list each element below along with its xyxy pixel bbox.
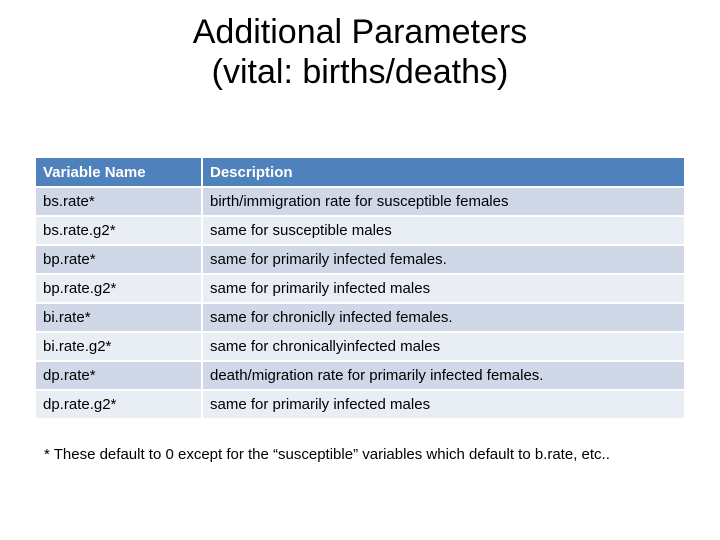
description-cell: birth/immigration rate for susceptible f… [202, 186, 684, 216]
description-cell: same for chronicallyinfected males [202, 331, 684, 361]
variable-name-cell: bi.rate* [36, 302, 203, 332]
table-row: bs.rate* birth/immigration rate for susc… [36, 186, 684, 216]
variable-name-cell: bi.rate.g2* [36, 331, 203, 361]
table-row: dp.rate.g2* same for primarily infected … [36, 389, 684, 418]
description-cell: same for primarily infected females. [202, 244, 684, 274]
footnote: * These default to 0 except for the “sus… [44, 446, 610, 463]
table-row: bi.rate* same for chroniclly infected fe… [36, 302, 684, 332]
variable-name-cell: dp.rate.g2* [36, 389, 203, 418]
variable-name-cell: bp.rate.g2* [36, 273, 203, 303]
description-cell: same for chroniclly infected females. [202, 302, 684, 332]
description-cell: death/migration rate for primarily infec… [202, 360, 684, 390]
table-row: bp.rate.g2* same for primarily infected … [36, 273, 684, 303]
header-variable-name: Variable Name [36, 158, 203, 187]
variable-name-cell: dp.rate* [36, 360, 203, 390]
table-row: bi.rate.g2* same for chronicallyinfected… [36, 331, 684, 361]
table-header-row: Variable Name Description [36, 158, 684, 187]
variable-name-cell: bp.rate* [36, 244, 203, 274]
description-cell: same for primarily infected males [202, 273, 684, 303]
description-cell: same for susceptible males [202, 215, 684, 245]
slide-title: Additional Parameters (vital: births/dea… [0, 12, 720, 92]
header-description: Description [202, 158, 684, 187]
table-row: dp.rate* death/migration rate for primar… [36, 360, 684, 390]
variable-name-cell: bs.rate* [36, 186, 203, 216]
table-row: bp.rate* same for primarily infected fem… [36, 244, 684, 274]
title-line-1: Additional Parameters [192, 13, 528, 51]
variable-name-cell: bs.rate.g2* [36, 215, 203, 245]
parameters-table: Variable Name Description bs.rate* birth… [36, 158, 684, 418]
description-cell: same for primarily infected males [202, 389, 684, 418]
table-row: bs.rate.g2* same for susceptible males [36, 215, 684, 245]
title-line-2: (vital: births/deaths) [211, 53, 509, 91]
